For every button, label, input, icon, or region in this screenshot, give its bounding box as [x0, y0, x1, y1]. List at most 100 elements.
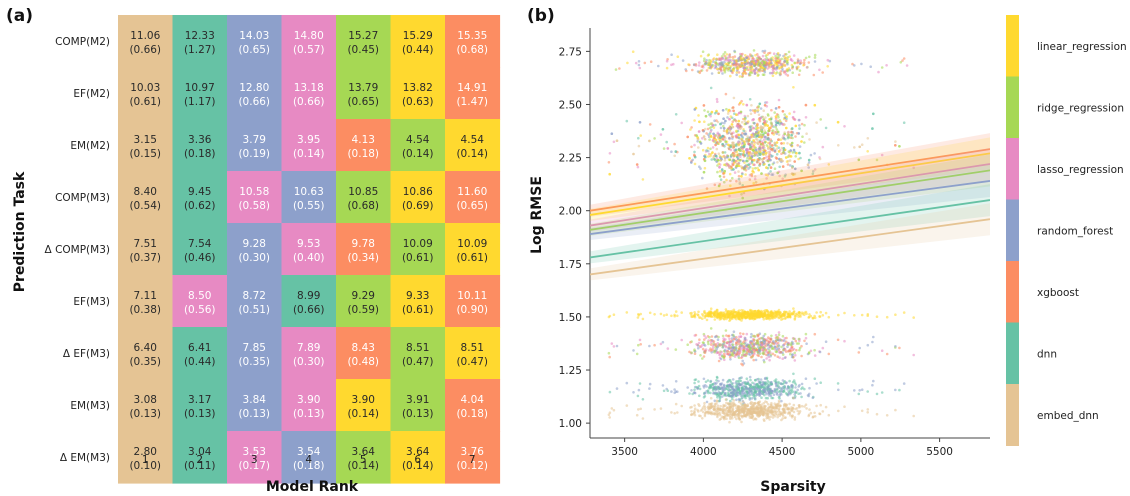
scatter-point: [800, 354, 803, 358]
scatter-point: [707, 155, 710, 158]
scatter-point: [802, 61, 806, 64]
scatter-point: [821, 410, 825, 413]
scatter-point: [744, 414, 747, 417]
scatter-point: [821, 314, 825, 317]
heatmap-cell: [390, 119, 446, 172]
scatter-point: [806, 394, 810, 397]
scatter-point: [752, 343, 756, 346]
scatter-point: [735, 73, 738, 77]
scatter-point: [754, 309, 757, 313]
scatter-point: [717, 162, 721, 165]
heatmap-cell-value: 15.29: [403, 30, 433, 42]
heatmap-cell-value: 3.54: [297, 446, 321, 458]
scatter-point: [750, 388, 754, 391]
scatter-point: [703, 401, 706, 405]
scatter-point: [802, 64, 805, 67]
heatmap-cell-sd: (1.47): [456, 96, 488, 108]
scatter-point: [737, 174, 741, 178]
legend-label: linear_regression: [1037, 41, 1127, 53]
scatter-point: [776, 355, 779, 359]
scatter-point: [792, 403, 796, 407]
scatter-point: [902, 311, 906, 314]
scatter-point: [716, 376, 719, 380]
scatter-point: [740, 362, 743, 366]
scatter-point: [637, 144, 641, 148]
scatter-point: [670, 150, 673, 153]
heatmap-cell-sd: (0.13): [293, 408, 325, 420]
scatter-point: [765, 357, 768, 360]
scatter-point: [695, 134, 698, 137]
scatter-points: [607, 49, 915, 424]
scatter-point: [783, 317, 787, 320]
scatter-point: [728, 414, 731, 417]
scatter-point: [729, 399, 732, 403]
scatter-point: [706, 379, 710, 382]
scatter-point: [772, 340, 775, 343]
scatter-point: [737, 119, 741, 123]
scatter-point: [703, 109, 706, 112]
heatmap-row-label: EM(M3): [70, 400, 110, 412]
legend-label: ridge_regression: [1037, 102, 1124, 114]
heatmap-cell-value: 7.11: [134, 290, 157, 302]
scatter-point: [718, 166, 721, 169]
scatter-point: [732, 330, 736, 334]
heatmap-cell: [445, 223, 501, 276]
scatter-point: [715, 97, 719, 101]
scatter-point: [746, 156, 749, 160]
scatter-point: [723, 338, 726, 342]
scatter-point: [763, 393, 766, 397]
scatter-point: [730, 386, 734, 389]
scatter-point: [690, 389, 693, 392]
scatter-point: [754, 148, 758, 152]
heatmap-cell-sd: (0.61): [456, 252, 488, 264]
scatter-point: [625, 381, 629, 385]
scatter-point: [693, 348, 696, 352]
scatter-point: [751, 407, 754, 411]
scatter-point: [653, 343, 656, 347]
scatter-point: [708, 336, 711, 339]
scatter-point: [730, 59, 733, 62]
scatter-point: [693, 143, 696, 147]
scatter-point: [704, 336, 708, 340]
scatter-point: [607, 161, 611, 164]
scatter-point: [737, 177, 741, 181]
scatter-point: [732, 109, 735, 113]
scatter-point: [750, 104, 753, 107]
scatter-point: [761, 54, 765, 58]
scatter-point: [727, 69, 730, 72]
scatter-point: [632, 349, 635, 352]
scatter-point: [749, 145, 752, 149]
heatmap-cell: [336, 171, 392, 224]
scatter-point: [783, 175, 787, 178]
scatter-point: [781, 110, 785, 113]
scatter-point: [875, 392, 879, 396]
scatter-point: [794, 135, 797, 138]
scatter-point: [705, 132, 708, 135]
scatter-point: [730, 382, 734, 386]
heatmap-cell-sd: (0.56): [184, 304, 216, 316]
scatter-point: [702, 355, 706, 358]
scatter-point: [703, 159, 707, 163]
scatter-point: [737, 133, 741, 137]
scatter-point: [763, 382, 767, 385]
heatmap-cell: [227, 223, 283, 276]
scatter-point: [653, 313, 656, 316]
heatmap-cell-sd: (0.66): [238, 96, 270, 108]
scatter-point: [727, 147, 731, 151]
scatter-point: [735, 393, 739, 397]
scatter-point: [860, 143, 864, 146]
scatter-point: [742, 145, 746, 148]
scatter-point: [791, 380, 795, 384]
scatter-point: [731, 120, 734, 123]
scatter-point: [836, 338, 840, 342]
scatter-point: [797, 65, 800, 69]
scatter-point: [690, 145, 693, 149]
scatter-point: [718, 394, 721, 398]
scatter-point: [733, 112, 736, 115]
scatter-point: [767, 392, 771, 395]
scatter-point: [781, 334, 785, 338]
scatter-point: [740, 420, 743, 424]
scatter-point: [815, 311, 818, 314]
scatter-point: [745, 139, 748, 143]
scatter-point: [826, 65, 829, 68]
